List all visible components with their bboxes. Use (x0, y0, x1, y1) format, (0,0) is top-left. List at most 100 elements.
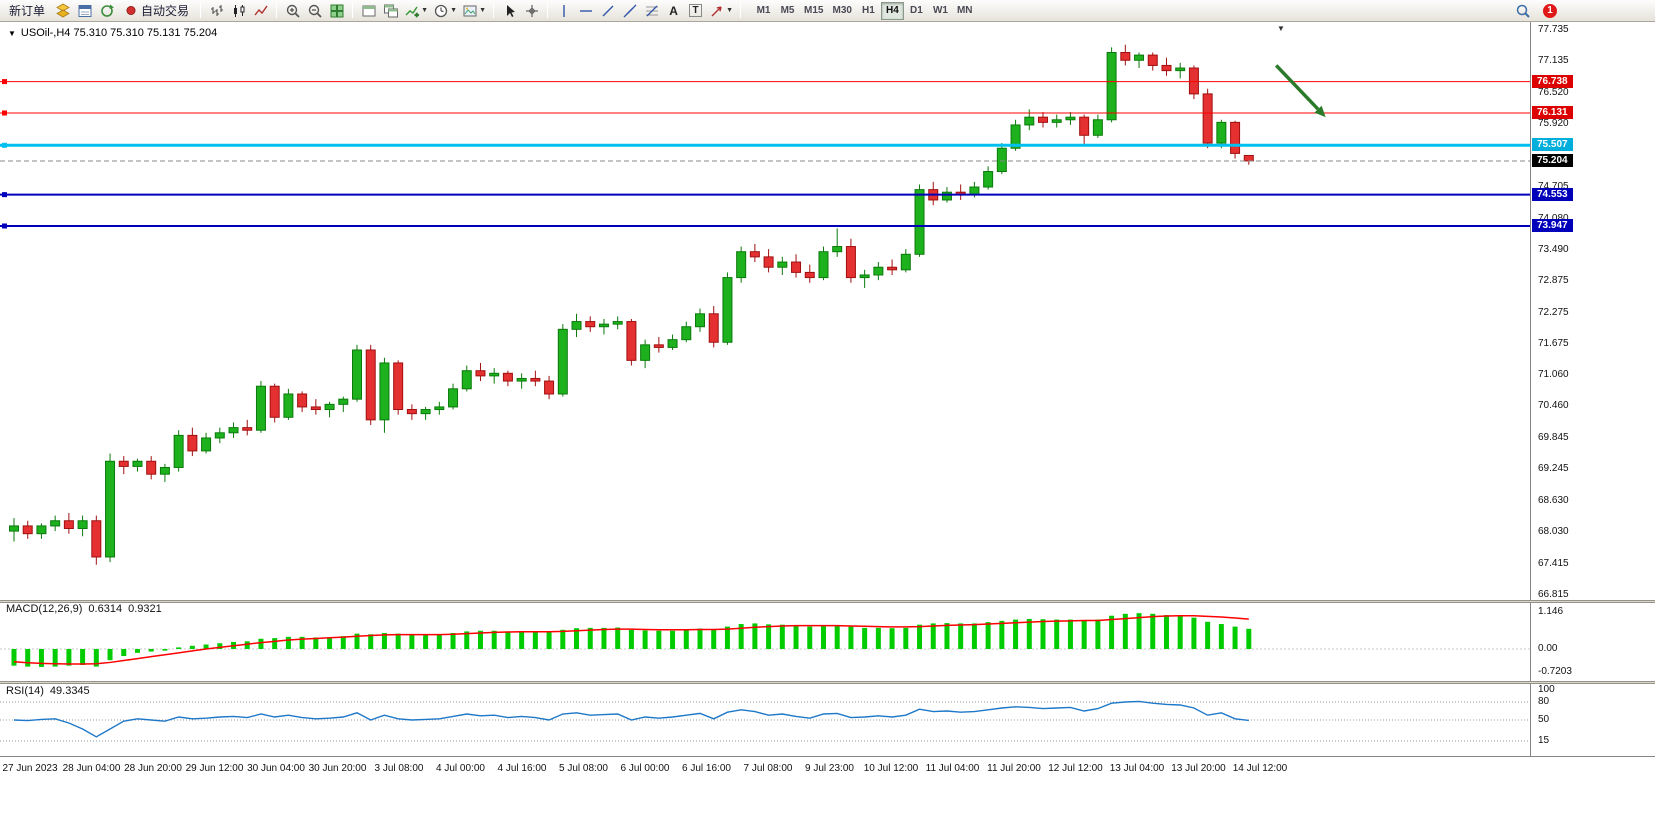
zoom-in-icon[interactable] (282, 1, 303, 21)
candle-body (379, 362, 390, 421)
time-axis-label: 6 Jul 00:00 (620, 763, 670, 774)
candlestick-chart-icon[interactable] (228, 1, 249, 21)
candle-body (461, 370, 472, 390)
candle-body (1106, 52, 1117, 121)
text-tool-icon[interactable]: A (669, 3, 678, 18)
time-axis-label: 11 Jul 20:00 (987, 763, 1041, 774)
toolbar-separator (352, 3, 354, 18)
main-toolbar: 新订单 自动交易 (0, 0, 1655, 22)
time-axis-label: 3 Jul 08:00 (374, 763, 424, 774)
price-level-chip: 73.947 (1532, 218, 1573, 232)
timeframe-button-M15[interactable]: M15 (800, 2, 827, 20)
candle-body (873, 266, 884, 276)
search-icon[interactable] (1512, 1, 1533, 21)
periods-dropdown[interactable]: ▼ (431, 1, 459, 21)
fibonacci-tool-icon[interactable] (641, 1, 662, 21)
timeframe-button-H1[interactable]: H1 (857, 2, 880, 20)
auto-trading-button[interactable]: 自动交易 (118, 1, 195, 21)
tile-windows-icon[interactable] (326, 1, 347, 21)
price-scale[interactable]: 77.735 77.135 76.520 75.920 74.705 74.080 73.4… (1530, 22, 1655, 756)
channel-tool-icon[interactable] (619, 1, 640, 21)
timeframe-button-D1[interactable]: D1 (905, 2, 928, 20)
candle-body (50, 520, 61, 527)
chevron-down-icon: ▼ (450, 7, 457, 14)
chart-title-text: USOil-,H4 75.310 75.310 75.131 75.204 (20, 27, 218, 39)
candle-body (1175, 67, 1186, 72)
line-handle[interactable] (2, 142, 7, 148)
templates-dropdown[interactable]: ▼ (460, 1, 488, 21)
time-axis-label: 9 Jul 23:00 (805, 763, 854, 774)
candle-body (146, 460, 157, 475)
macd-signal-value: 0.9321 (128, 603, 162, 615)
timeframe-button-M1[interactable]: M1 (752, 2, 775, 20)
panel-divider[interactable] (0, 681, 1655, 684)
timeframe-toolbar: M1 M5 M15 M30 H1 H4 D1 W1 MN (752, 1, 977, 20)
line-handle[interactable] (2, 192, 7, 198)
price-level-chip: 75.507 (1532, 138, 1573, 152)
line-handle[interactable] (2, 223, 7, 229)
candle-body (118, 460, 129, 467)
time-axis-label: 27 Jun 2023 (2, 763, 58, 774)
candle-body (544, 380, 555, 395)
candle-body (1216, 121, 1227, 144)
price-tick: 72.875 (1538, 275, 1569, 287)
cursor-tool-icon[interactable] (499, 1, 520, 21)
vertical-line-tool-icon[interactable] (553, 1, 574, 21)
panel-divider[interactable] (0, 600, 1655, 603)
timeframe-button-W1[interactable]: W1 (929, 2, 952, 20)
rsi-canvas[interactable] (0, 684, 1530, 756)
new-order-button[interactable]: 新订单 (3, 1, 51, 21)
arrows-tool-dropdown[interactable]: ▼ (707, 1, 735, 21)
arrow-annotation-head[interactable] (1314, 105, 1326, 118)
candle-body (1188, 67, 1199, 95)
line-handle[interactable] (2, 79, 7, 85)
line-handle[interactable] (2, 110, 7, 116)
time-axis[interactable]: 27 Jun 2023 28 Jun 04:00 28 Jun 20:00 29 Ju… (0, 756, 1655, 780)
cascade-windows-icon[interactable] (358, 1, 379, 21)
label-tool-icon[interactable]: T (685, 1, 706, 21)
timeframe-button-M30[interactable]: M30 (828, 2, 855, 20)
notification-badge[interactable]: 1 (1543, 3, 1557, 18)
time-axis-label: 5 Jul 08:00 (559, 763, 608, 774)
macd-main-value: 0.6314 (88, 603, 123, 615)
candle-body (818, 251, 829, 279)
rsi-title: RSI(14) (6, 685, 44, 697)
bar-chart-icon[interactable] (206, 1, 227, 21)
time-axis-label: 28 Jun 04:00 (62, 763, 121, 774)
candle-body (132, 460, 143, 467)
candle-body (63, 520, 74, 530)
trendline-tool-icon[interactable] (597, 1, 618, 21)
rsi-scale-tick: 15 (1538, 735, 1550, 746)
price-tick: 75.920 (1538, 117, 1569, 129)
arrange-windows-icon[interactable] (380, 1, 401, 21)
zoom-out-icon[interactable] (304, 1, 325, 21)
indicators-dropdown[interactable]: ▼ (402, 1, 430, 21)
main-chart-canvas[interactable] (0, 22, 1530, 600)
arrow-annotation[interactable] (1274, 64, 1320, 111)
chart-shift-marker[interactable]: ▼ (1277, 24, 1285, 33)
horizontal-line-tool-icon[interactable] (575, 1, 596, 21)
symbols-icon[interactable] (52, 1, 73, 21)
one-click-trading-toggle[interactable]: ▼ (8, 28, 16, 38)
candle-body (612, 321, 623, 325)
macd-scale-tick: 1.146 (1538, 606, 1564, 618)
candle-body (406, 409, 417, 415)
price-level-chip: 76.131 (1532, 105, 1573, 119)
candle-body (791, 261, 802, 273)
line-chart-icon[interactable] (250, 1, 271, 21)
crosshair-tool-icon[interactable] (521, 1, 542, 21)
candle-body (448, 388, 459, 408)
timeframe-button-M5[interactable]: M5 (776, 2, 799, 20)
candle-body (228, 427, 239, 434)
timeframe-button-H4[interactable]: H4 (880, 1, 904, 20)
candle-body (105, 460, 116, 558)
candle-body (653, 344, 664, 348)
macd-canvas[interactable] (0, 603, 1530, 681)
candle-body (1051, 119, 1062, 123)
timeframe-button-MN[interactable]: MN (953, 2, 977, 20)
chevron-down-icon: ▼ (726, 7, 733, 14)
candle-body (1092, 119, 1103, 136)
refresh-icon[interactable] (96, 1, 117, 21)
market-watch-icon[interactable] (74, 1, 95, 21)
